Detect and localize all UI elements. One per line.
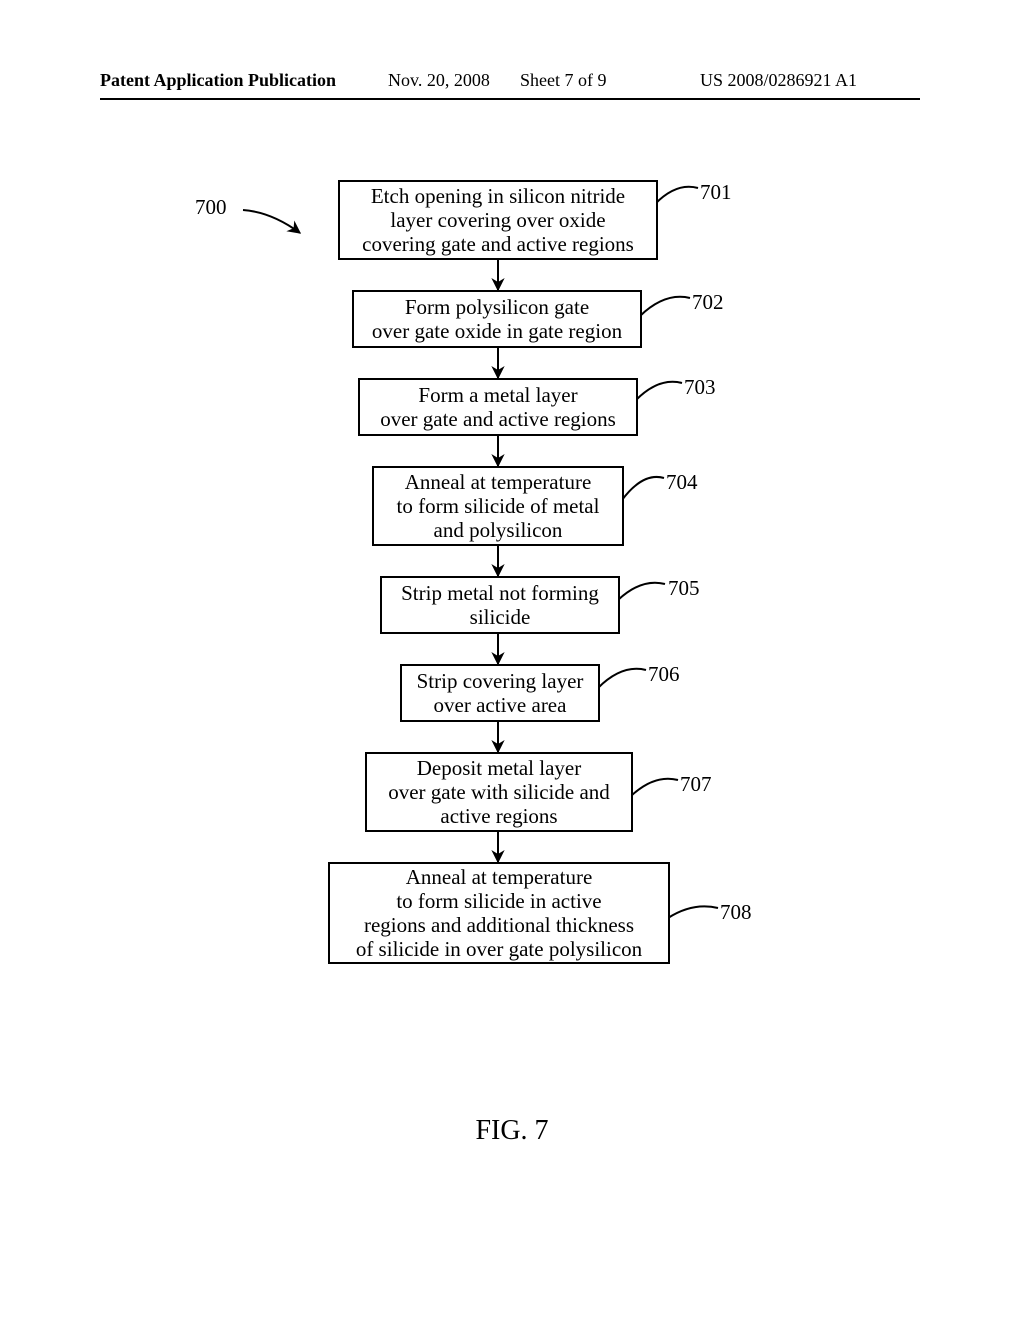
step-text: Strip covering layerover active area (417, 669, 584, 717)
flowchart-step-704: Anneal at temperatureto form silicide of… (372, 466, 624, 546)
flowchart-step-703: Form a metal layerover gate and active r… (358, 378, 638, 436)
flowchart-step-702: Form polysilicon gateover gate oxide in … (352, 290, 642, 348)
step-text: Anneal at temperatureto form silicide of… (397, 470, 600, 542)
step-text: Anneal at temperatureto form silicide in… (356, 865, 642, 962)
ref-label-707: 707 (680, 772, 712, 797)
step-text: Form a metal layerover gate and active r… (380, 383, 616, 431)
flowchart-step-701: Etch opening in silicon nitridelayer cov… (338, 180, 658, 260)
step-text: Deposit metal layerover gate with silici… (388, 756, 610, 828)
ref-label-703: 703 (684, 375, 716, 400)
ref-label-706: 706 (648, 662, 680, 687)
figure-label: FIG. 7 (0, 1115, 1024, 1147)
flowchart-step-705: Strip metal not formingsilicide (380, 576, 620, 634)
step-text: Form polysilicon gateover gate oxide in … (372, 295, 622, 343)
ref-label-708: 708 (720, 900, 752, 925)
ref-label-702: 702 (692, 290, 724, 315)
step-text: Etch opening in silicon nitridelayer cov… (362, 184, 634, 256)
ref-label-704: 704 (666, 470, 698, 495)
ref-label-700: 700 (195, 195, 227, 220)
ref-label-705: 705 (668, 576, 700, 601)
flowchart-step-707: Deposit metal layerover gate with silici… (365, 752, 633, 832)
page: Patent Application Publication Nov. 20, … (0, 0, 1024, 1320)
step-text: Strip metal not formingsilicide (401, 581, 599, 629)
flowchart: Etch opening in silicon nitridelayer cov… (0, 0, 1024, 1320)
ref-label-701: 701 (700, 180, 732, 205)
flowchart-step-708: Anneal at temperatureto form silicide in… (328, 862, 670, 964)
flowchart-step-706: Strip covering layerover active area (400, 664, 600, 722)
